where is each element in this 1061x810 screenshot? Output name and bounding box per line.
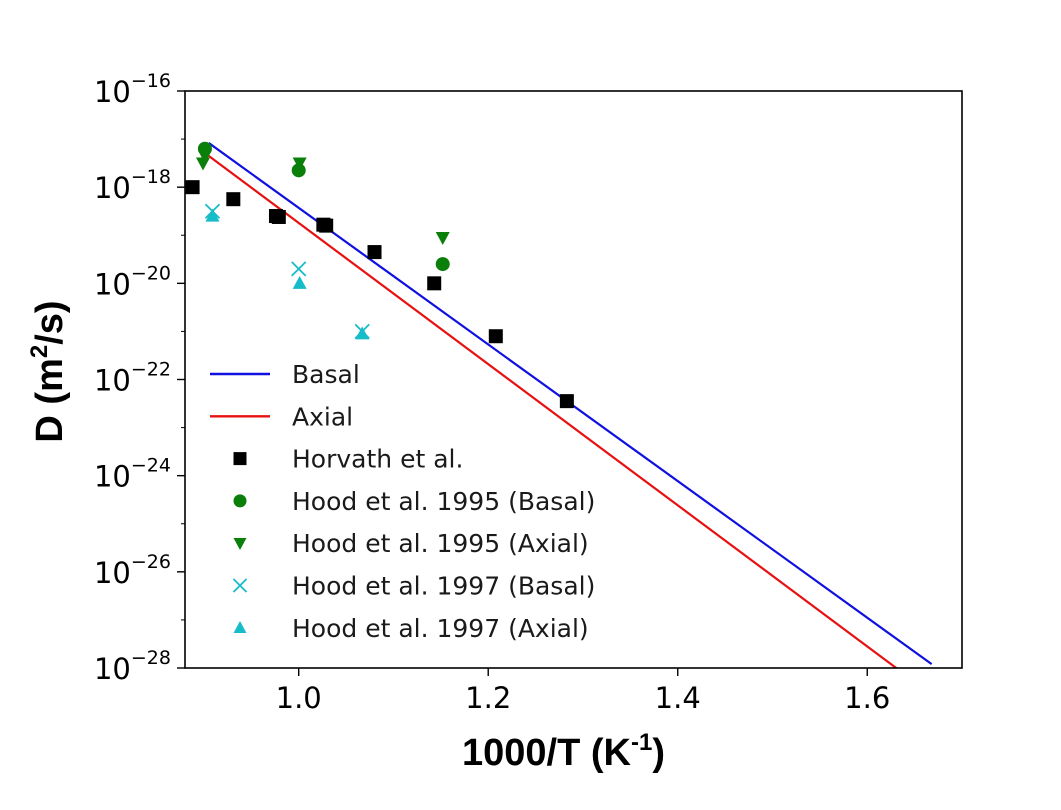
y-axis-title: D (m2/s) xyxy=(26,300,71,442)
y-axis-title-end: /s) xyxy=(29,300,71,344)
plot-area xyxy=(185,141,933,668)
point-2-1 xyxy=(197,150,212,164)
y-tick-exp-0: −16 xyxy=(131,70,171,92)
x-axis: 1.0 1.2 1.4 1.6 xyxy=(276,668,890,715)
y-tick-base-6: 10 xyxy=(94,652,131,686)
point-3-1 xyxy=(291,261,307,277)
y-tick-label-3: 10−22 xyxy=(94,359,171,398)
y-axis-title-main: D (m xyxy=(29,358,71,442)
legend-label-1: Axial xyxy=(292,402,353,431)
legend-label-6: Hood et al. 1997 (Axial) xyxy=(292,614,589,643)
legend: Basal Axial Horvath et al. Hood et al. 1995… xyxy=(210,360,595,643)
series-3 xyxy=(204,203,370,340)
point-0-3 xyxy=(271,209,286,224)
legend-item-6: Hood et al. 1997 (Axial) xyxy=(233,614,589,643)
y-tick-base-5: 10 xyxy=(94,556,131,590)
legend-label-3: Hood et al. 1995 (Basal) xyxy=(292,487,595,516)
x-axis-title-sup: -1 xyxy=(631,729,652,756)
y-tick-label-1: 10−18 xyxy=(94,166,171,205)
point-0-5 xyxy=(319,218,334,233)
point-0-9 xyxy=(559,394,574,409)
legend-swatch-3 xyxy=(233,494,247,508)
legend-item-2: Horvath et al. xyxy=(233,445,463,474)
x-axis-title-end: ) xyxy=(652,732,665,774)
point-4-1 xyxy=(292,275,307,289)
y-tick-label-0: 10−16 xyxy=(94,70,171,109)
legend-item-5: Hood et al. 1997 (Basal) xyxy=(232,572,595,601)
series-2 xyxy=(196,150,450,246)
y-tick-label-5: 10−26 xyxy=(94,551,171,590)
y-tick-exp-5: −26 xyxy=(131,551,171,573)
y-tick-base-4: 10 xyxy=(94,460,131,494)
point-0-1 xyxy=(226,192,241,207)
series-4 xyxy=(205,208,370,340)
point-4-2 xyxy=(355,326,370,340)
point-1-2 xyxy=(435,257,450,272)
y-tick-label-6: 10−28 xyxy=(94,647,171,686)
line-axial xyxy=(208,155,899,668)
legend-swatch-5-b xyxy=(232,578,248,593)
point-0-6 xyxy=(367,245,382,260)
point-2-3 xyxy=(435,232,450,246)
point-0-0 xyxy=(185,180,200,195)
x-tick-label-0: 1.0 xyxy=(276,681,322,715)
legend-label-0: Basal xyxy=(292,360,360,389)
legend-swatch-4 xyxy=(233,538,247,551)
y-tick-exp-1: −18 xyxy=(131,166,171,188)
y-tick-exp-4: −24 xyxy=(131,455,171,477)
y-tick-exp-2: −20 xyxy=(131,262,171,284)
x-axis-title-main: 1000/T (K xyxy=(462,732,632,774)
legend-item-3: Hood et al. 1995 (Basal) xyxy=(233,487,595,516)
point-3-1-b xyxy=(291,261,307,277)
point-1-1 xyxy=(291,163,306,178)
legend-item-1: Axial xyxy=(210,402,353,431)
series-0 xyxy=(185,180,574,409)
x-tick-label-1: 1.2 xyxy=(465,681,511,715)
y-tick-base-0: 10 xyxy=(94,75,131,109)
legend-label-4: Hood et al. 1995 (Axial) xyxy=(292,529,589,558)
legend-item-4: Hood et al. 1995 (Axial) xyxy=(233,529,589,558)
y-tick-label-2: 10−20 xyxy=(94,262,171,301)
y-tick-exp-6: −28 xyxy=(131,647,171,669)
legend-swatch-6 xyxy=(233,620,247,633)
y-tick-base-1: 10 xyxy=(94,171,131,205)
y-tick-label-4: 10−24 xyxy=(94,455,171,494)
y-axis-title-sup: 2 xyxy=(26,345,53,358)
x-tick-label-3: 1.6 xyxy=(844,681,890,715)
y-tick-base-3: 10 xyxy=(94,364,131,398)
legend-label-2: Horvath et al. xyxy=(292,445,463,474)
point-0-7 xyxy=(427,276,442,291)
legend-swatch-5 xyxy=(232,578,248,593)
x-tick-label-2: 1.4 xyxy=(655,681,701,715)
x-axis-title: 1000/T (K-1) xyxy=(462,729,665,774)
legend-swatch-2 xyxy=(233,452,247,466)
point-4-0 xyxy=(205,208,220,222)
legend-label-5: Hood et al. 1997 (Basal) xyxy=(292,572,595,601)
legend-item-0: Basal xyxy=(210,360,360,389)
point-2-0 xyxy=(196,157,211,171)
point-0-8 xyxy=(488,329,503,344)
y-tick-exp-3: −22 xyxy=(131,359,171,381)
point-2-2 xyxy=(292,157,307,171)
y-tick-base-2: 10 xyxy=(94,267,131,301)
